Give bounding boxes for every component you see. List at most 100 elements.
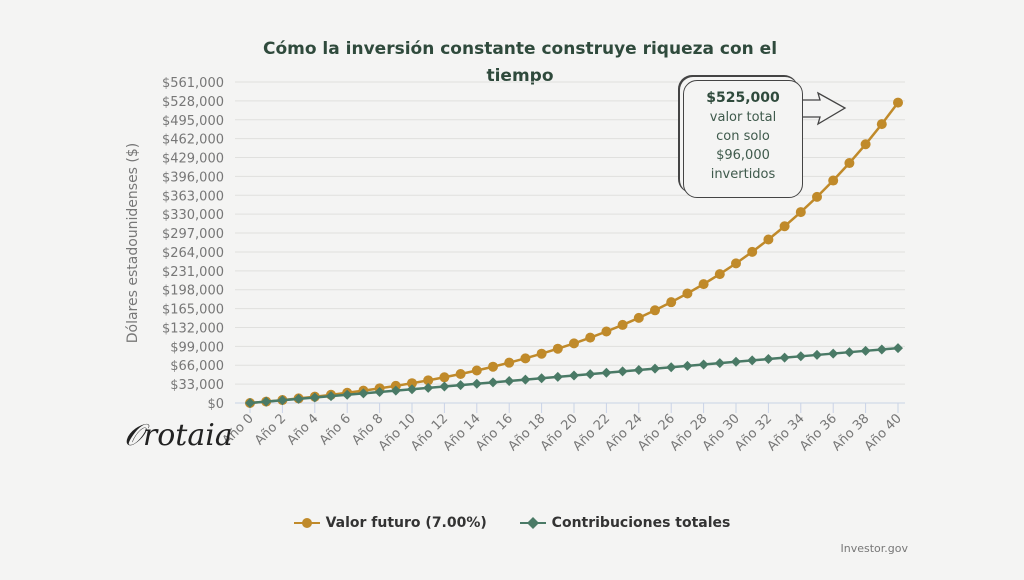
- data-point: [358, 388, 369, 399]
- data-point: [439, 381, 450, 392]
- data-point: [876, 119, 887, 130]
- data-point: [245, 398, 255, 408]
- data-point: [860, 345, 871, 356]
- data-point: [860, 139, 871, 150]
- data-point: [423, 375, 434, 386]
- data-point: [666, 362, 677, 373]
- y-tick-label: $297,000: [162, 227, 224, 242]
- data-point: [520, 353, 531, 364]
- data-point: [471, 365, 482, 376]
- data-point: [763, 234, 774, 245]
- y-tick-label: $231,000: [162, 265, 224, 280]
- data-point: [423, 382, 434, 393]
- data-point: [601, 367, 612, 378]
- legend-item-contributions[interactable]: Contribuciones totales: [519, 515, 731, 531]
- y-tick-label: $396,000: [162, 170, 224, 185]
- y-tick-label: $429,000: [162, 152, 224, 167]
- data-point: [698, 359, 709, 370]
- data-point: [812, 349, 822, 360]
- y-tick-label: $462,000: [162, 133, 224, 148]
- data-point: [601, 326, 612, 337]
- data-point: [439, 372, 450, 383]
- legend-label: Contribuciones totales: [551, 515, 731, 531]
- y-tick-label: $165,000: [162, 303, 224, 318]
- data-point: [747, 246, 758, 257]
- y-tick-label: $0: [207, 397, 224, 412]
- y-tick-label: $66,000: [170, 359, 224, 374]
- data-point: [633, 365, 644, 376]
- data-point: [326, 391, 336, 402]
- data-point: [731, 356, 741, 367]
- data-point: [828, 175, 839, 186]
- diamond-marker-icon: [519, 517, 546, 529]
- data-point: [731, 258, 741, 269]
- data-point: [520, 374, 531, 385]
- data-point: [763, 354, 774, 365]
- data-point: [471, 378, 482, 389]
- annotation-amount: $525,000: [706, 90, 780, 106]
- data-point: [455, 380, 466, 391]
- y-tick-label: $363,000: [162, 189, 224, 204]
- data-point: [698, 279, 709, 290]
- x-tick-label: Año 40: [862, 411, 905, 454]
- data-point: [795, 351, 806, 362]
- data-point: [633, 312, 644, 323]
- logo: 𝒪rotaia: [124, 418, 233, 453]
- data-point: [261, 396, 272, 407]
- data-point: [779, 221, 790, 232]
- y-axis-label: Dólares estadounidenses ($): [125, 143, 141, 344]
- data-point: [714, 358, 725, 369]
- data-point: [536, 373, 547, 384]
- data-point: [779, 352, 790, 363]
- circle-marker-icon: [293, 518, 320, 528]
- arrow-icon: [803, 91, 847, 126]
- y-tick-label: $330,000: [162, 208, 224, 223]
- data-point: [569, 338, 579, 349]
- source-credit: Investor.gov: [840, 542, 909, 555]
- x-tick-label: Año 6: [317, 411, 354, 448]
- x-tick-label: Año 4: [285, 411, 322, 448]
- data-point: [617, 319, 628, 330]
- annotation-line: $96,000: [716, 148, 770, 163]
- data-point: [552, 343, 563, 354]
- data-point: [455, 369, 466, 380]
- y-tick-label: $33,000: [170, 378, 224, 393]
- data-point: [844, 347, 855, 358]
- data-point: [342, 389, 353, 400]
- data-point: [390, 385, 401, 396]
- legend-item-future-value[interactable]: Valor futuro (7.00%): [293, 515, 487, 531]
- y-tick-label: $528,000: [162, 95, 224, 110]
- data-point: [828, 348, 839, 359]
- data-point: [536, 348, 547, 359]
- data-point: [844, 158, 855, 169]
- data-point: [488, 377, 498, 388]
- data-point: [569, 370, 579, 381]
- data-point: [650, 305, 660, 316]
- data-point: [309, 392, 320, 403]
- chart-title: Cómo la inversión constante construye ri…: [262, 39, 778, 86]
- data-point: [795, 207, 806, 218]
- data-point: [585, 332, 596, 343]
- y-tick-label: $198,000: [162, 284, 224, 299]
- data-point: [617, 366, 628, 377]
- data-point: [374, 387, 385, 398]
- data-point: [682, 288, 693, 299]
- legend-label: Valor futuro (7.00%): [325, 515, 487, 531]
- annotation-line: valor total: [709, 110, 777, 125]
- data-point: [812, 191, 822, 202]
- annotation-line: con solo: [716, 129, 770, 144]
- data-point: [504, 376, 515, 387]
- y-tick-label: $132,000: [162, 321, 224, 336]
- annotation-callout: $525,000 valor total con solo $96,000 in…: [683, 80, 803, 198]
- data-point: [552, 371, 563, 382]
- data-point: [893, 97, 903, 108]
- data-point: [650, 363, 660, 374]
- data-point: [893, 343, 903, 354]
- data-point: [876, 344, 887, 355]
- data-point: [407, 384, 417, 395]
- y-tick-label: $99,000: [170, 340, 224, 355]
- data-point: [585, 369, 596, 380]
- data-point: [682, 360, 693, 371]
- y-tick-label: $561,000: [162, 76, 224, 91]
